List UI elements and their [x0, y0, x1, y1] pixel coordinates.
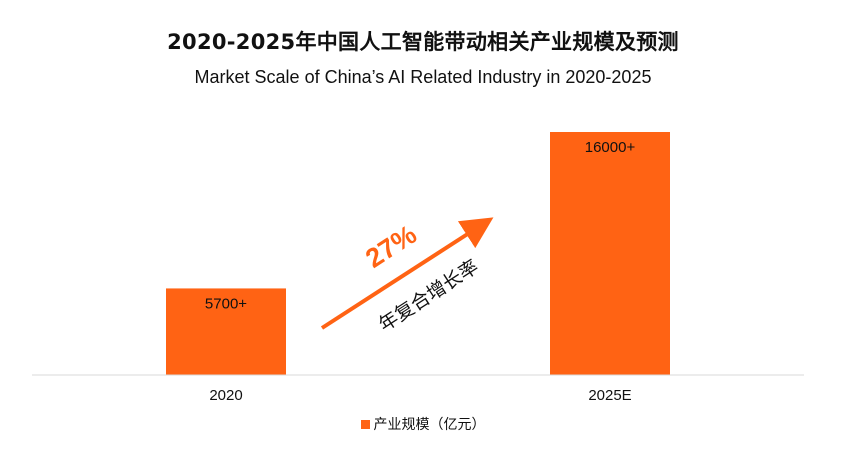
chart-subtitle: Market Scale of China’s AI Related Indus… [194, 67, 652, 87]
legend-label: 产业规模（亿元） [373, 417, 486, 433]
legend-swatch [360, 419, 370, 429]
chart-legend: 产业规模（亿元） [0, 414, 846, 434]
bar-2025E [550, 132, 670, 375]
data-label: 16000+ [585, 139, 636, 156]
bar-2020 [166, 288, 286, 375]
x-tick-label: 2025E [588, 387, 631, 404]
bars-group: 5700+ 16000+ [166, 132, 670, 375]
x-tick-label: 2020 [209, 387, 242, 404]
chart-title: 2020-2025年中国人工智能带动相关产业规模及预测 [167, 30, 679, 54]
growth-rate-value: 27% [360, 219, 422, 274]
x-tick-labels: 2020 2025E [209, 387, 631, 404]
data-label: 5700+ [205, 295, 247, 312]
growth-rate-label: 年复合增长率 [375, 256, 483, 337]
growth-arrow [320, 217, 494, 330]
